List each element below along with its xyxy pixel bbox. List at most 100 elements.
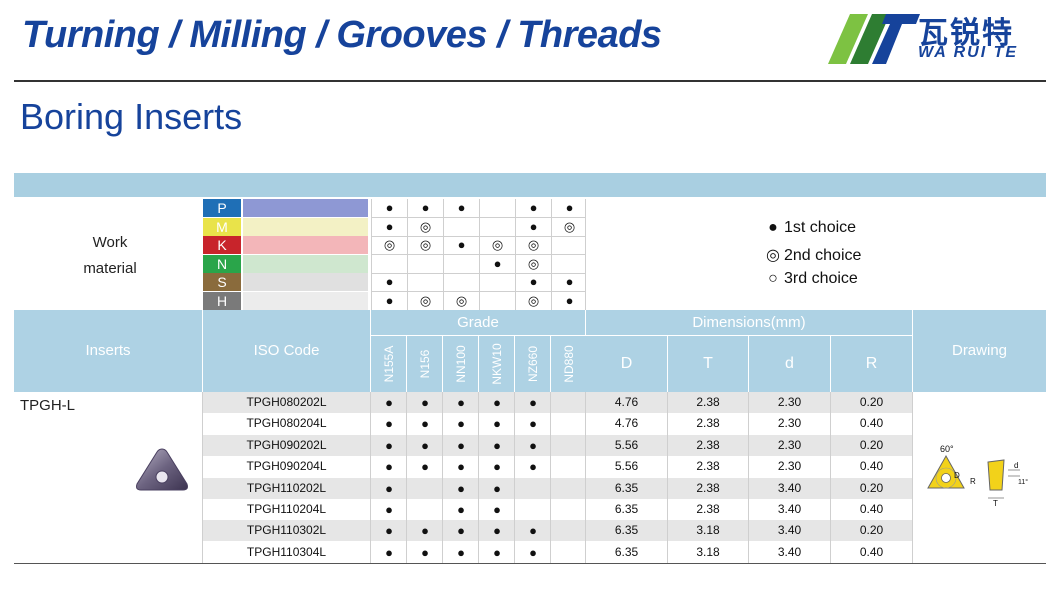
dimension-T-cell: 2.38	[696, 416, 720, 431]
grade-mark-cell: ●	[421, 437, 429, 453]
material-grade-mark: ◎	[407, 236, 443, 254]
header-dimensions: Dimensions(mm)	[586, 310, 912, 335]
grade-column-header: NN100	[443, 336, 478, 392]
grade-mark-cell: ●	[457, 523, 465, 539]
grade-mark-cell: ●	[493, 544, 501, 560]
second-choice-icon: ◎	[766, 247, 780, 264]
material-grade-mark: ◎	[515, 254, 551, 273]
grade-name: NKW10	[489, 343, 504, 385]
material-grade-mark	[443, 217, 479, 236]
material-grade-mark: ◎	[515, 291, 551, 310]
dimension-header-T: T	[668, 336, 748, 392]
grade-mark-cell: ●	[421, 523, 429, 539]
dimension-D-cell: 6.35	[614, 480, 639, 495]
dimension-D-cell: 5.56	[614, 459, 639, 474]
grade-name: N155A	[381, 345, 396, 383]
material-grade-mark	[371, 254, 407, 273]
dimension-R-cell: 0.20	[859, 437, 884, 452]
column-divider	[585, 199, 586, 310]
first-choice-icon: ●	[768, 219, 778, 236]
dimension-T-cell: 2.38	[696, 437, 720, 452]
material-grade-mark: ●	[551, 273, 587, 291]
column-divider	[514, 392, 515, 563]
iso-code-cell: TPGH110204L	[246, 502, 327, 516]
material-grade-mark: ●	[515, 199, 551, 217]
grade-mark-cell: ●	[493, 502, 501, 517]
dimension-T-cell: 3.18	[696, 544, 720, 559]
grade-mark-cell: ●	[493, 459, 501, 475]
work-material-label: Work material	[60, 230, 160, 282]
iso-code-cell: TPGH090204L	[246, 459, 327, 474]
grade-mark-cell: ●	[421, 459, 429, 475]
row-divider	[371, 217, 585, 218]
material-grade-mark: ●	[551, 291, 587, 310]
work-material-label-line1: Work	[92, 234, 128, 251]
company-logo	[828, 14, 920, 64]
dimension-d-cell: 3.40	[777, 502, 802, 516]
grade-mark-cell	[551, 478, 587, 499]
iso-code-cell: TPGH110304L	[246, 544, 327, 559]
grade-mark-cell: ●	[493, 523, 501, 539]
column-divider	[748, 392, 749, 563]
legend-label: 3rd choice	[784, 270, 858, 287]
dimension-R-cell: 0.20	[859, 523, 884, 538]
dimension-T-cell: 2.38	[696, 502, 720, 516]
grade-mark-cell: ●	[457, 480, 465, 496]
grade-mark-cell: ●	[385, 523, 393, 539]
column-divider	[202, 392, 203, 563]
grade-mark-cell	[515, 499, 551, 520]
dimension-d-cell: 3.40	[777, 523, 802, 538]
dimension-T-cell: 2.38	[696, 480, 720, 495]
material-grade-mark: ●	[443, 236, 479, 254]
table-row	[203, 392, 913, 413]
column-divider	[830, 392, 831, 563]
grade-mark-cell	[551, 413, 587, 434]
grade-mark-cell	[551, 435, 587, 456]
grade-mark-cell	[407, 499, 443, 520]
material-code-n: N	[203, 254, 241, 273]
material-grade-mark	[479, 273, 515, 291]
dimension-D-cell: 6.35	[614, 544, 639, 559]
grade-mark-cell	[551, 392, 587, 413]
grade-mark-cell: ●	[385, 395, 393, 410]
material-swatch	[243, 217, 368, 236]
material-grade-mark: ◎	[479, 236, 515, 254]
grade-mark-cell: ●	[493, 395, 501, 410]
grade-mark-cell: ●	[457, 544, 465, 560]
grade-name: NN100	[453, 345, 468, 383]
material-swatch	[243, 273, 368, 291]
insert-name: TPGH-L	[20, 397, 76, 414]
grade-column-header: ND880	[551, 336, 586, 392]
column-divider	[550, 392, 551, 563]
logo-english-text: WA RUI TE	[918, 44, 1019, 61]
grade-mark-cell: ●	[457, 437, 465, 453]
material-grade-mark	[551, 236, 587, 254]
drawing-d-label: d	[1014, 461, 1018, 470]
material-grade-mark: ◎	[407, 217, 443, 236]
material-grade-mark: ●	[551, 199, 587, 217]
iso-code-cell: TPGH110302L	[246, 523, 327, 538]
material-grade-mark: ◎	[551, 217, 587, 236]
dimension-D-cell: 6.35	[614, 523, 639, 538]
dimension-T-cell: 2.38	[696, 459, 720, 474]
grade-mark-cell	[551, 542, 587, 563]
grade-name: N156	[417, 349, 432, 379]
column-divider	[478, 392, 479, 563]
iso-code-cell: TPGH080202L	[246, 395, 327, 409]
material-grade-mark	[551, 254, 587, 273]
grade-mark-cell: ●	[457, 416, 465, 432]
header-grade: Grade	[371, 310, 585, 335]
legend-label: 1st choice	[784, 219, 857, 236]
grade-mark-cell	[551, 456, 587, 477]
material-swatch	[243, 236, 368, 254]
grade-mark-cell: ●	[493, 480, 501, 496]
material-code-p: P	[203, 199, 241, 217]
grade-name: ND880	[561, 345, 576, 383]
grade-column-header: N155A	[371, 336, 406, 392]
material-grade-mark: ◎	[371, 236, 407, 254]
dimension-R-cell: 0.40	[859, 502, 884, 516]
legend-item-first: ● 1st choice	[764, 219, 856, 237]
dimension-R-cell: 0.20	[859, 480, 884, 495]
row-divider	[371, 235, 585, 237]
drawing-clearance-label: 11°	[1018, 478, 1028, 486]
